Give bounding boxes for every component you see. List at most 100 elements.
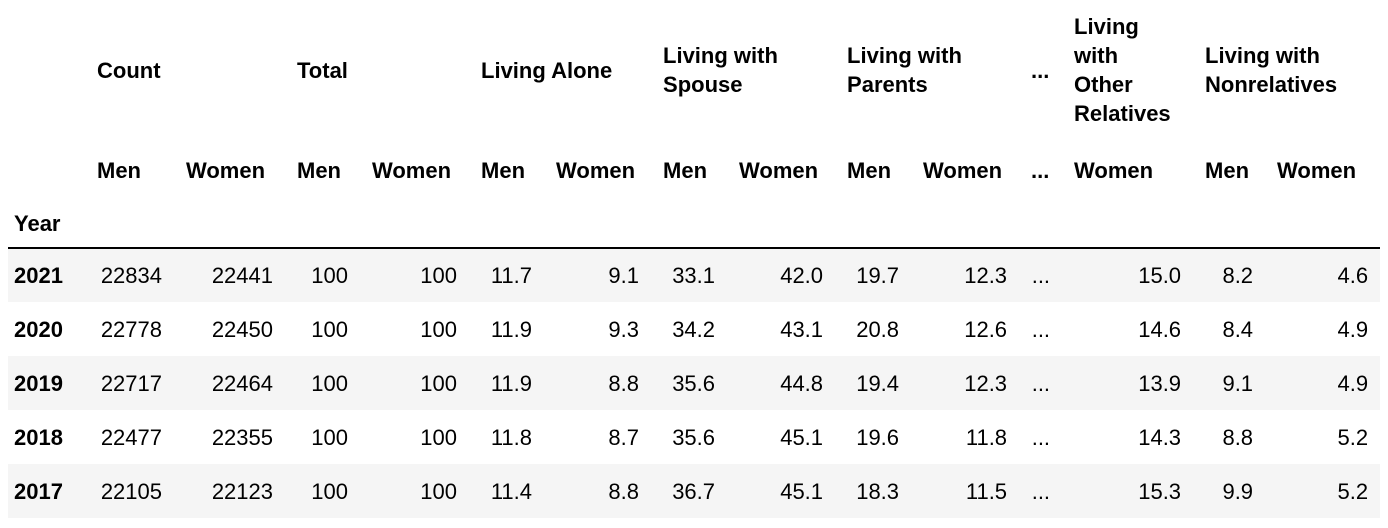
table-row: 2021 22834 22441 100 100 11.7 9.1 33.1 42.0 19.7 1… xyxy=(8,248,1381,302)
data-cell: 8.8 xyxy=(1222,424,1254,450)
data-cell: 100 xyxy=(311,263,348,288)
data-cell: 11.8 xyxy=(490,424,533,450)
data-cell: 22123 xyxy=(211,478,273,504)
data-cell: 15.3 xyxy=(1138,478,1182,504)
data-cell: 11.9 xyxy=(490,370,533,396)
data-cell: ... xyxy=(1031,263,1051,288)
data-cell: 22717 xyxy=(100,370,162,396)
data-cell: 15.0 xyxy=(1138,263,1182,288)
data-cell: 100 xyxy=(311,478,348,504)
column-group-total: Total xyxy=(297,57,348,83)
data-cell: ... xyxy=(1031,424,1051,450)
table-row: 2017 22105 22123 100 100 11.4 8.8 36.7 45.1 18.3 1… xyxy=(8,464,1381,518)
column-subheader: Women xyxy=(186,157,266,183)
data-cell: 100 xyxy=(420,478,458,504)
index-name-label: Year xyxy=(8,200,85,249)
data-cell: 42.0 xyxy=(780,263,824,288)
data-cell: 22355 xyxy=(211,424,273,450)
table-header: Count Total Living Alone Living with Spo… xyxy=(8,0,1381,249)
data-cell: 22441 xyxy=(211,263,273,288)
data-cell: 44.8 xyxy=(780,370,824,396)
column-subheader: Men xyxy=(847,157,892,183)
column-subheader: Women xyxy=(1277,157,1357,183)
column-group-living-with-other-relatives: Living with Other Relatives xyxy=(1074,14,1171,126)
column-group-living-with-parents: Living with Parents xyxy=(847,43,962,97)
data-cell: 100 xyxy=(311,370,348,396)
column-group-living-with-spouse: Living with Spouse xyxy=(663,43,778,97)
data-cell: 12.3 xyxy=(964,370,1008,396)
data-cell: 9.3 xyxy=(608,316,640,342)
data-cell: 11.4 xyxy=(490,478,533,504)
data-cell: ... xyxy=(1031,478,1051,504)
blank-header-cell xyxy=(85,200,1381,249)
data-cell: 100 xyxy=(311,424,348,450)
data-cell: 9.9 xyxy=(1222,478,1254,504)
column-subheader: Women xyxy=(1074,157,1154,183)
column-subheader: Men xyxy=(297,157,341,183)
data-cell: 35.6 xyxy=(672,424,716,450)
data-cell: 19.6 xyxy=(856,424,900,450)
column-group-living-with-nonrelatives: Living with Nonrelatives xyxy=(1205,43,1338,97)
index-name-row: Year xyxy=(8,200,1381,249)
data-cell: 22464 xyxy=(211,370,273,396)
column-subheader: Women xyxy=(739,157,819,183)
column-group-living-alone: Living Alone xyxy=(481,57,613,83)
data-cell: 8.8 xyxy=(608,370,640,396)
data-cell: 12.3 xyxy=(964,263,1008,288)
table-row: 2018 22477 22355 100 100 11.8 8.7 35.6 45.1 19.6 1… xyxy=(8,410,1380,464)
data-cell: 22778 xyxy=(100,316,162,342)
row-index-year: 2017 xyxy=(14,478,63,504)
column-subheader: Men xyxy=(481,157,526,183)
data-cell: 8.4 xyxy=(1222,316,1254,342)
data-cell: 8.7 xyxy=(608,424,640,450)
blank-header-cell xyxy=(8,0,85,140)
data-cell: 22105 xyxy=(100,478,162,504)
data-cell: 13.9 xyxy=(1138,370,1182,396)
data-cell: 100 xyxy=(420,370,458,396)
data-cell: 14.3 xyxy=(1138,424,1182,450)
data-cell: 11.7 xyxy=(490,263,533,288)
data-cell: 20.8 xyxy=(856,316,900,342)
row-index-year: 2019 xyxy=(14,370,63,396)
data-cell: 14.6 xyxy=(1138,316,1182,342)
column-subheader: Men xyxy=(1205,157,1250,183)
data-cell: 43.1 xyxy=(780,316,824,342)
column-group-ellipsis: ... xyxy=(1031,57,1050,83)
data-cell: 11.9 xyxy=(490,316,533,342)
dataframe-table: Count Total Living Alone Living with Spo… xyxy=(8,0,1381,518)
blank-header-cell xyxy=(8,140,85,200)
table-row: 2020 22778 22450 100 100 11.9 9.3 34.2 43.1 20.8 1… xyxy=(8,302,1380,356)
column-subheader: Men xyxy=(97,157,141,183)
data-cell: 33.1 xyxy=(672,263,716,288)
data-cell: 4.9 xyxy=(1337,316,1369,342)
column-subheader: Women xyxy=(556,157,636,183)
data-cell: 19.4 xyxy=(856,370,900,396)
table-body: 2021 22834 22441 100 100 11.7 9.1 33.1 42.0 19.7 1… xyxy=(8,248,1381,518)
data-cell: 100 xyxy=(420,316,458,342)
data-cell: 5.2 xyxy=(1337,478,1369,504)
data-cell: 11.5 xyxy=(965,478,1008,504)
row-index-year: 2020 xyxy=(14,316,63,342)
data-cell: 8.2 xyxy=(1222,263,1254,288)
data-cell: 19.7 xyxy=(856,263,900,288)
column-subheader-row: Men Women Men Women Men Women Men Women … xyxy=(8,140,1380,200)
data-cell: 34.2 xyxy=(672,316,716,342)
data-cell: 22450 xyxy=(211,316,273,342)
column-group-count: Count xyxy=(97,57,161,83)
data-cell: 22477 xyxy=(100,424,162,450)
data-cell: 8.8 xyxy=(608,478,640,504)
table-row: 2019 22717 22464 100 100 11.9 8.8 35.6 44.8 19.4 1… xyxy=(8,356,1381,410)
data-cell: 11.8 xyxy=(965,424,1008,450)
row-index-year: 2021 xyxy=(14,263,63,288)
data-cell: 4.9 xyxy=(1337,370,1369,396)
data-cell: ... xyxy=(1031,370,1051,396)
data-cell: 36.7 xyxy=(672,478,716,504)
data-cell: 12.6 xyxy=(964,316,1008,342)
data-cell: 22834 xyxy=(100,263,162,288)
row-index-year: 2018 xyxy=(14,424,63,450)
data-cell: 100 xyxy=(420,263,458,288)
data-cell: 45.1 xyxy=(780,424,824,450)
data-cell: 35.6 xyxy=(672,370,716,396)
data-cell: 100 xyxy=(311,316,348,342)
data-cell: 100 xyxy=(420,424,458,450)
